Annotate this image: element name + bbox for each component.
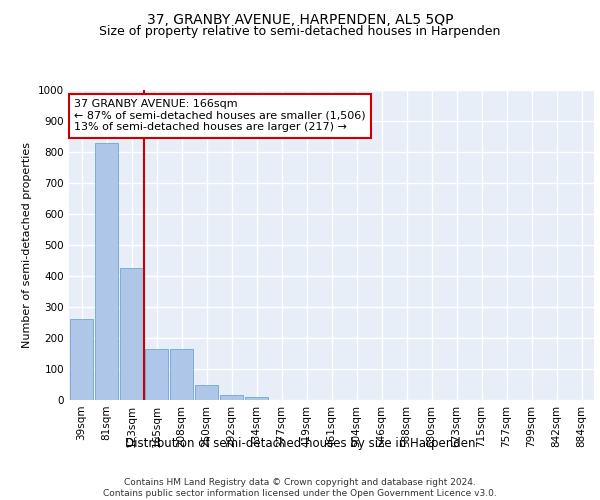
Bar <box>170 350 193 400</box>
Text: Size of property relative to semi-detached houses in Harpenden: Size of property relative to semi-detach… <box>100 25 500 38</box>
Bar <box>195 384 218 400</box>
Text: 37 GRANBY AVENUE: 166sqm
← 87% of semi-detached houses are smaller (1,506)
13% o: 37 GRANBY AVENUE: 166sqm ← 87% of semi-d… <box>74 100 366 132</box>
Y-axis label: Number of semi-detached properties: Number of semi-detached properties <box>22 142 32 348</box>
Bar <box>220 396 243 400</box>
Bar <box>70 320 93 400</box>
Text: Contains HM Land Registry data © Crown copyright and database right 2024.
Contai: Contains HM Land Registry data © Crown c… <box>103 478 497 498</box>
Bar <box>245 397 268 400</box>
Bar <box>95 142 118 400</box>
Text: 37, GRANBY AVENUE, HARPENDEN, AL5 5QP: 37, GRANBY AVENUE, HARPENDEN, AL5 5QP <box>147 12 453 26</box>
Bar <box>120 268 143 400</box>
Text: Distribution of semi-detached houses by size in Harpenden: Distribution of semi-detached houses by … <box>125 438 475 450</box>
Bar <box>145 350 168 400</box>
